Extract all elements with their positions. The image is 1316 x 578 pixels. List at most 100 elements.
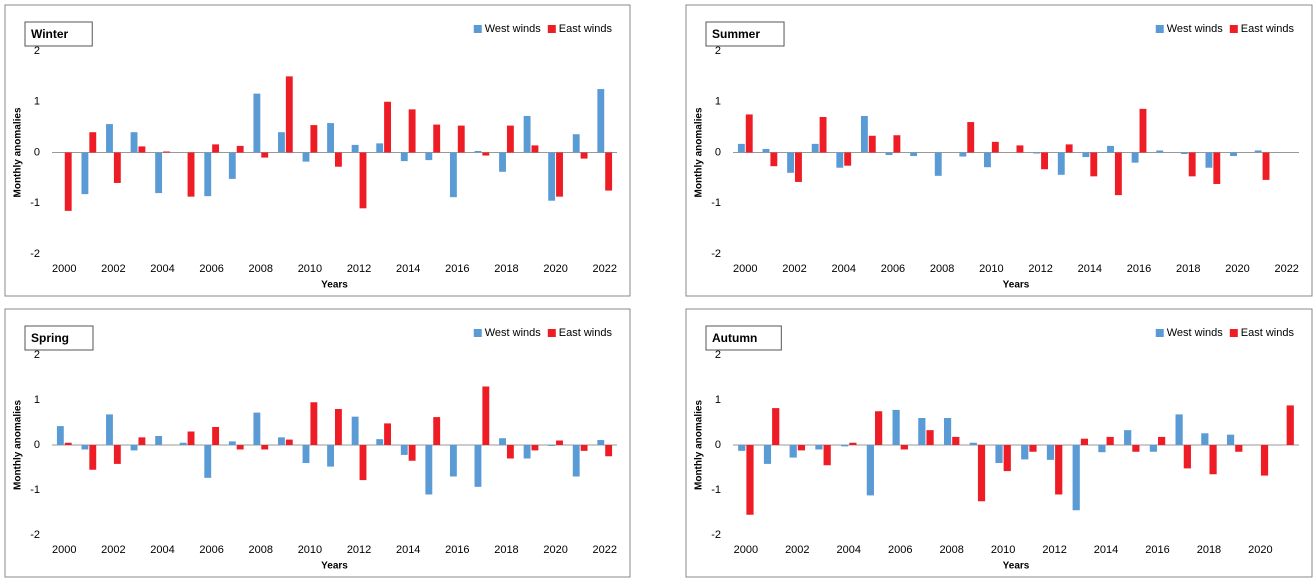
x-tick-label: 2014 — [396, 544, 420, 556]
legend-swatch — [547, 25, 556, 33]
y-tick-label: -1 — [30, 484, 40, 496]
bar — [204, 445, 212, 478]
bar — [1158, 436, 1166, 445]
bar — [1041, 152, 1048, 170]
bar — [81, 445, 89, 450]
y-tick-label: -1 — [30, 197, 40, 209]
x-tick-label: 2000 — [733, 263, 757, 275]
bar — [580, 152, 588, 159]
legend-swatch — [1229, 25, 1238, 33]
x-tick-label: 2010 — [298, 263, 322, 275]
bar — [1213, 152, 1221, 184]
y-tick-label: 1 — [34, 394, 40, 406]
bar — [359, 152, 367, 209]
y-tick-label: -2 — [711, 248, 721, 260]
bar — [130, 445, 138, 451]
x-tick-label: 2006 — [199, 263, 223, 275]
bar — [376, 143, 384, 153]
y-tick-label: 2 — [715, 349, 721, 361]
bar — [763, 445, 772, 464]
bar — [1209, 445, 1217, 475]
bar — [597, 440, 605, 445]
chart-title: Winter — [31, 27, 69, 41]
legend-label: West winds — [485, 327, 542, 339]
bar — [302, 445, 310, 463]
bar — [334, 409, 342, 445]
x-tick-label: 2018 — [494, 263, 518, 275]
bar — [1065, 144, 1073, 153]
bar — [64, 152, 72, 211]
bar — [1098, 445, 1106, 453]
x-tick-label: 2020 — [1248, 544, 1272, 556]
bar — [384, 101, 391, 153]
bar — [1149, 445, 1157, 452]
bar — [885, 152, 893, 156]
bar — [236, 445, 244, 450]
legend-swatch — [1155, 329, 1164, 337]
bar — [1124, 430, 1132, 445]
bar — [499, 438, 506, 445]
x-tick-label: 2022 — [1274, 263, 1298, 275]
legend-swatch — [473, 329, 482, 337]
panel: -2 -1 0 1 2 2000 2002 2004 2006 2008 2010 2012 2014 2… — [4, 308, 631, 578]
bar — [433, 124, 441, 153]
bar — [737, 143, 745, 153]
bar — [81, 152, 89, 195]
y-tick-label: -2 — [30, 529, 40, 541]
x-tick-label: 2004 — [831, 263, 855, 275]
x-axis-label: Years — [1003, 561, 1030, 572]
bar — [228, 441, 236, 445]
x-tick-label: 2018 — [494, 544, 518, 556]
bar — [425, 445, 433, 495]
bar — [138, 146, 146, 153]
bar — [499, 152, 506, 172]
chart-title: Spring — [31, 331, 69, 345]
legend-label: West winds — [1167, 327, 1224, 339]
bar — [179, 442, 187, 445]
bar — [1188, 152, 1196, 177]
bar — [875, 411, 883, 445]
bar — [89, 445, 97, 470]
x-tick-label: 2014 — [1094, 544, 1118, 556]
bar — [918, 418, 926, 445]
bar — [815, 445, 823, 450]
title-box — [24, 21, 93, 47]
bar — [892, 409, 900, 445]
bar — [991, 141, 999, 153]
bar — [572, 134, 580, 153]
bar — [548, 152, 556, 201]
bar — [1021, 445, 1029, 460]
x-axis-label: Years — [321, 561, 348, 572]
panel: -2 -1 0 1 2 2000 2002 2004 2006 2008 2010 2012 2014 2… — [4, 4, 631, 297]
bar — [327, 445, 335, 467]
y-tick-label: -1 — [711, 197, 721, 209]
bar — [204, 152, 212, 197]
bar — [285, 76, 293, 153]
bar — [823, 445, 831, 466]
bar — [959, 152, 967, 157]
x-tick-label: 2016 — [445, 263, 469, 275]
bar — [253, 93, 261, 153]
bar — [1132, 445, 1140, 452]
bar — [138, 437, 146, 445]
bar — [952, 436, 960, 445]
bar — [984, 152, 991, 168]
bar — [556, 440, 563, 445]
bar — [860, 115, 868, 153]
bar — [943, 418, 952, 445]
x-tick-label: 2006 — [888, 544, 912, 556]
bar — [236, 145, 244, 153]
bar — [1057, 152, 1065, 175]
panel: -2 -1 0 1 2 2000 2002 2004 2006 2008 2010 2012 2014 2… — [685, 4, 1313, 297]
title-box — [24, 325, 94, 351]
bar — [261, 445, 269, 450]
panel: -2 -1 0 1 2 2000 2002 2004 2006 2008 2010 2012 2014 2… — [685, 308, 1313, 578]
bar — [762, 148, 770, 153]
bar — [770, 152, 778, 167]
bar — [56, 426, 64, 445]
bar — [556, 152, 563, 197]
x-tick-label: 2020 — [1225, 263, 1249, 275]
bar — [433, 417, 441, 445]
bar — [1131, 152, 1139, 163]
bar — [1072, 445, 1080, 511]
